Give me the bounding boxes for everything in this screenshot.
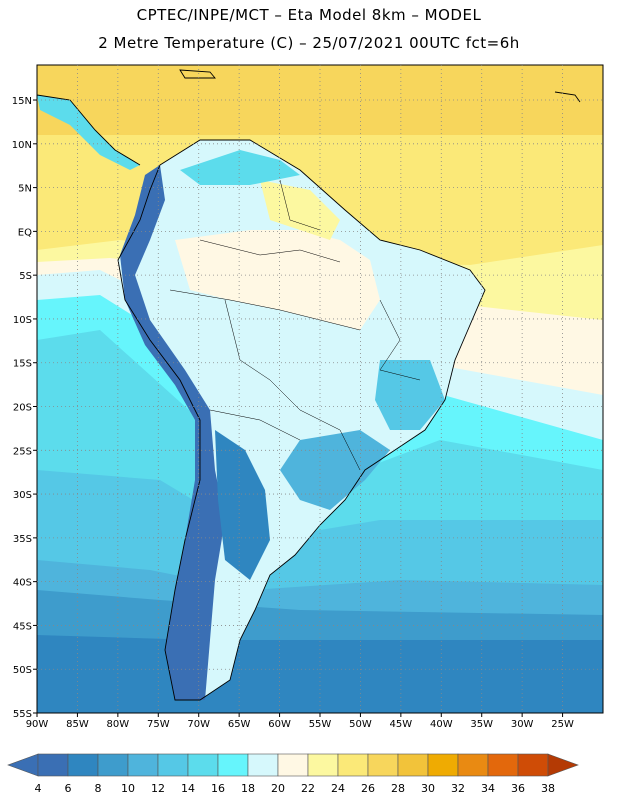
lon-tick-label: 50W: [349, 719, 372, 730]
colorbar-label: 24: [331, 782, 345, 795]
colorbar-swatch: [367, 753, 399, 777]
chart-title-line1: CPTEC/INPE/MCT – Eta Model 8km – MODEL: [136, 6, 482, 24]
colorbar-label: 38: [541, 782, 555, 795]
lat-tick-label: 10S: [13, 315, 32, 326]
lon-tick-label: 45W: [390, 719, 413, 730]
lat-tick-label: 5S: [19, 271, 32, 282]
colorbar-swatch: [397, 753, 429, 777]
colorbar-arrow-high: [547, 753, 579, 777]
colorbar-swatch: [337, 753, 369, 777]
colorbar-label: 34: [481, 782, 495, 795]
lat-tick-label: 55S: [13, 709, 32, 720]
lat-tick-label: 45S: [13, 621, 32, 632]
colorbar-label: 28: [391, 782, 405, 795]
lat-tick-label: 15N: [12, 96, 32, 107]
colorbar-swatch: [187, 753, 219, 777]
colorbar-label: 26: [361, 782, 375, 795]
colorbar-swatch: [307, 753, 339, 777]
colorbar-label: 36: [511, 782, 525, 795]
colorbar-label: 10: [121, 782, 135, 795]
lon-tick-label: 65W: [228, 719, 251, 730]
colorbar-label: 12: [151, 782, 165, 795]
colorbar-label: 16: [211, 782, 225, 795]
chart-title-line2: 2 Metre Temperature (C) – 25/07/2021 00U…: [98, 34, 520, 52]
colorbar-label: 6: [65, 782, 72, 795]
lat-tick-label: 5N: [18, 184, 32, 195]
lon-tick-label: 70W: [187, 719, 210, 730]
colorbar-swatch: [67, 753, 99, 777]
colorbar-swatch: [457, 753, 489, 777]
lat-tick-label: 40S: [13, 578, 32, 589]
lon-tick-label: 60W: [268, 719, 291, 730]
lat-tick-label: 30S: [13, 490, 32, 501]
lon-tick-label: 55W: [309, 719, 332, 730]
coastlines: [37, 69, 581, 701]
colorbar-swatch: [127, 753, 159, 777]
lat-lon-grid: [37, 65, 603, 713]
colorbar-label: 30: [421, 782, 435, 795]
lat-tick-label: EQ: [18, 227, 32, 238]
lat-tick-label: 10N: [12, 140, 32, 151]
colorbar-swatch: [37, 753, 69, 777]
lon-tick-label: 90W: [26, 719, 49, 730]
colorbar-label: 14: [181, 782, 195, 795]
lon-tick-label: 35W: [470, 719, 493, 730]
colorbar-swatch: [517, 753, 549, 777]
lat-tick-label: 15S: [13, 359, 32, 370]
colorbar-swatch: [277, 753, 309, 777]
colorbar-swatch: [487, 753, 519, 777]
colorbar-label: 4: [35, 782, 42, 795]
lat-tick-label: 50S: [13, 665, 32, 676]
lon-tick-label: 75W: [147, 719, 170, 730]
colorbar: 4 6 8 10 12 14 16 18 20 22 24 26 28 30 32 34 36 38: [7, 753, 579, 795]
colorbar-label: 8: [95, 782, 102, 795]
lon-tick-label: 30W: [511, 719, 534, 730]
colorbar-swatch: [217, 753, 249, 777]
lon-tick-label: 85W: [66, 719, 89, 730]
lon-tick-label: 80W: [107, 719, 130, 730]
axis-ticks: 90W 85W 80W 75W 70W 65W 60W 55W 50W 45W 40W 35W 30W 2…: [12, 96, 574, 730]
lon-tick-label: 40W: [430, 719, 453, 730]
colorbar-label: 22: [301, 782, 315, 795]
lon-tick-label: 25W: [551, 719, 574, 730]
colorbar-swatch: [247, 753, 279, 777]
colorbar-arrow-low: [7, 753, 39, 777]
colorbar-label: 20: [271, 782, 285, 795]
lat-tick-label: 25S: [13, 446, 32, 457]
lat-tick-label: 35S: [13, 534, 32, 545]
colorbar-swatch: [97, 753, 129, 777]
colorbar-label: 18: [241, 782, 255, 795]
colorbar-swatch: [157, 753, 189, 777]
colorbar-swatch: [427, 753, 459, 777]
country-borders: [169, 179, 421, 471]
lat-tick-label: 20S: [13, 403, 32, 414]
colorbar-label: 32: [451, 782, 465, 795]
